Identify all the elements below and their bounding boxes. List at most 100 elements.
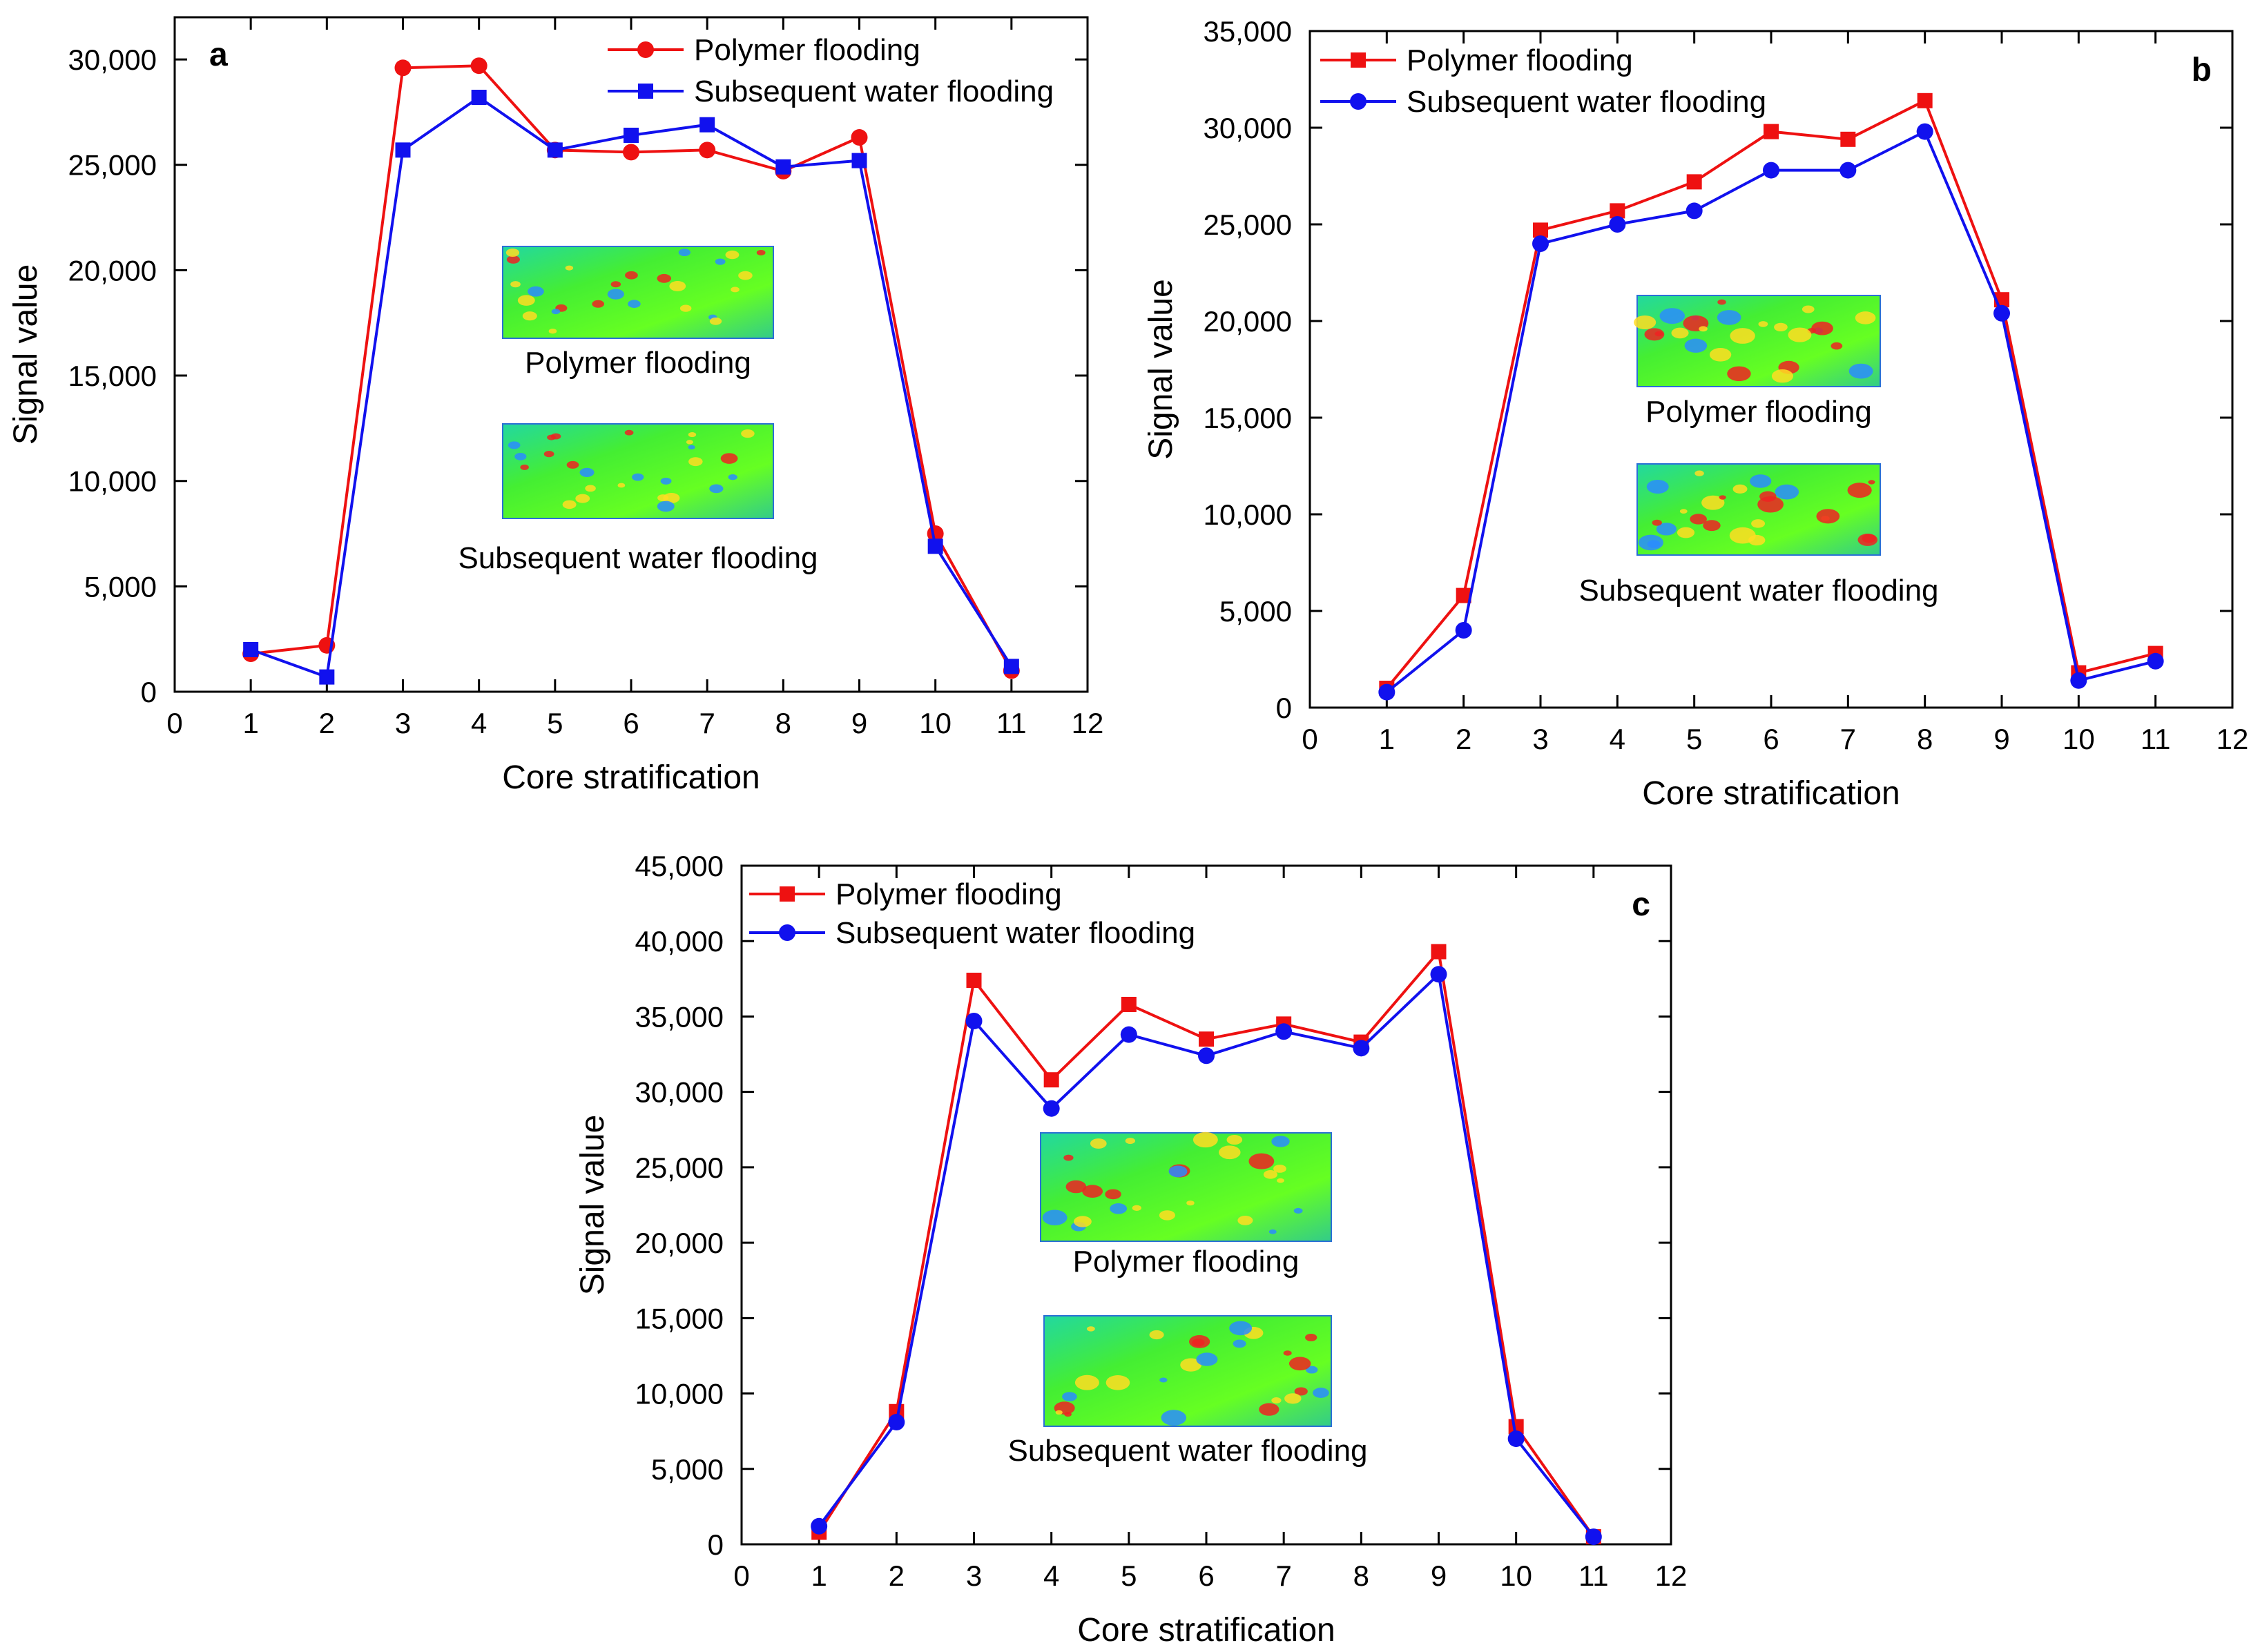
core-image-speckle xyxy=(1771,369,1793,383)
core-image-speckle xyxy=(1196,1352,1218,1366)
core-image-speckle xyxy=(709,317,722,325)
core-image-speckle xyxy=(1757,496,1784,513)
core-image-speckle xyxy=(1288,1357,1311,1371)
data-point-polymer xyxy=(1764,124,1779,139)
x-tick-label: 10 xyxy=(1500,1559,1532,1592)
x-tick-label: 4 xyxy=(1610,723,1625,755)
core-image-speckle xyxy=(1226,1134,1243,1145)
x-tick-label: 12 xyxy=(1655,1559,1688,1592)
core-image-speckle xyxy=(688,457,703,467)
core-image-speckle xyxy=(517,295,535,306)
core-image-speckle xyxy=(1709,348,1732,362)
x-axis-title: Core stratification xyxy=(502,759,760,796)
core-image-speckle xyxy=(1634,315,1657,330)
data-point-water xyxy=(624,127,639,143)
core-image-speckle xyxy=(1646,480,1669,494)
core-image-speckle xyxy=(1727,366,1751,382)
core-image-speckle xyxy=(1082,1185,1103,1198)
x-tick-label: 9 xyxy=(1993,723,2009,755)
core-image-speckle xyxy=(728,474,737,480)
inset-caption: Subsequent water flooding xyxy=(1007,1434,1367,1468)
series-water xyxy=(811,966,1602,1546)
data-point-water xyxy=(888,1414,905,1431)
core-image-speckle xyxy=(1293,1207,1303,1214)
core-image-speckle xyxy=(1186,1201,1195,1206)
y-tick-label: 40,000 xyxy=(635,925,724,958)
core-image-speckle xyxy=(1132,1205,1141,1212)
x-tick-label: 7 xyxy=(699,707,715,739)
x-tick-label: 1 xyxy=(242,707,258,739)
core-image-speckle xyxy=(522,311,537,321)
core-image-speckle xyxy=(1732,484,1748,494)
y-tick-label: 10,000 xyxy=(1204,498,1292,531)
core-image xyxy=(502,423,774,519)
x-tick-label: 2 xyxy=(889,1559,905,1592)
core-image-speckle xyxy=(1694,470,1704,476)
legend: Polymer flooding Subsequent water floodin… xyxy=(608,33,1054,108)
legend-marker-polymer xyxy=(637,41,654,58)
core-image-speckle xyxy=(1149,1330,1164,1340)
data-point-water xyxy=(965,1012,983,1029)
x-tick-label: 11 xyxy=(996,707,1027,739)
x-tick-label: 1 xyxy=(811,1559,827,1592)
core-image-speckle xyxy=(756,249,766,255)
y-axis-title: Signal value xyxy=(8,264,44,445)
core-image-speckle xyxy=(1248,1153,1275,1169)
data-point-water xyxy=(851,153,867,168)
y-tick-label: 10,000 xyxy=(635,1378,724,1410)
core-image-speckle xyxy=(688,445,695,450)
x-tick-label: 6 xyxy=(623,707,639,739)
core-image-speckle xyxy=(1192,1131,1218,1148)
core-image-speckle xyxy=(617,483,626,488)
core-image-speckle xyxy=(1831,342,1843,350)
y-axis-title: Signal value xyxy=(1143,279,1179,460)
data-point-water xyxy=(1378,683,1395,701)
core-image-speckle xyxy=(725,250,740,260)
data-point-polymer xyxy=(1456,587,1471,603)
y-tick-label: 0 xyxy=(1276,692,1292,724)
data-point-water xyxy=(243,641,259,657)
inset-caption: Polymer flooding xyxy=(1073,1245,1300,1279)
x-axis-title: Core stratification xyxy=(1077,1612,1335,1649)
inset-caption: Polymer flooding xyxy=(1645,395,1872,429)
core-image-speckle xyxy=(625,271,638,280)
core-image-speckle xyxy=(1180,1358,1202,1372)
core-image-speckle xyxy=(688,432,697,438)
x-tick-label: 1 xyxy=(1379,723,1395,755)
chart-panel-c: 0 1 2 3 4 5 6 7 8 9 10 11 1205,00010,00015,00020,000… xyxy=(574,850,1687,1649)
y-tick-label: 25,000 xyxy=(635,1151,724,1184)
core-image-speckle xyxy=(1305,1333,1317,1341)
core-image-speckle xyxy=(1284,1393,1302,1404)
x-tick-label: 3 xyxy=(1532,723,1548,755)
core-image-speckle xyxy=(1105,1189,1121,1200)
data-point-water xyxy=(1275,1023,1293,1040)
core-image-speckle xyxy=(1652,519,1662,526)
y-tick-label: 10,000 xyxy=(68,465,157,498)
x-tick-label: 9 xyxy=(851,707,867,739)
core-image-speckle xyxy=(1751,519,1766,528)
data-point-water xyxy=(1003,659,1019,674)
core-image-speckle xyxy=(1717,299,1726,305)
y-tick-label: 20,000 xyxy=(68,254,157,286)
legend: Polymer flooding Subsequent water floodin… xyxy=(1320,43,1766,119)
y-tick-label: 15,000 xyxy=(68,360,157,392)
data-point-polymer xyxy=(1043,1072,1059,1088)
data-point-water xyxy=(1120,1026,1137,1043)
core-image-speckle xyxy=(1168,1165,1188,1178)
x-tick-label: 7 xyxy=(1840,723,1856,755)
panel-letter: b xyxy=(2192,52,2212,88)
core-image-speckle xyxy=(632,473,644,481)
data-point-water xyxy=(1585,1528,1602,1546)
core-image-speckle xyxy=(1268,1229,1277,1234)
core-image-speckle xyxy=(1063,1154,1074,1161)
x-tick-label: 4 xyxy=(471,707,487,739)
x-tick-label: 9 xyxy=(1431,1559,1447,1592)
x-tick-label: 0 xyxy=(166,707,182,739)
core-image xyxy=(1636,295,1881,387)
core-image-speckle xyxy=(1062,1392,1077,1401)
data-point-polymer xyxy=(1917,93,1933,108)
x-tick-label: 7 xyxy=(1275,1559,1291,1592)
core-image-inset xyxy=(1634,295,1881,387)
x-tick-label: 2 xyxy=(1456,723,1471,755)
core-image-speckle xyxy=(1159,1210,1175,1221)
